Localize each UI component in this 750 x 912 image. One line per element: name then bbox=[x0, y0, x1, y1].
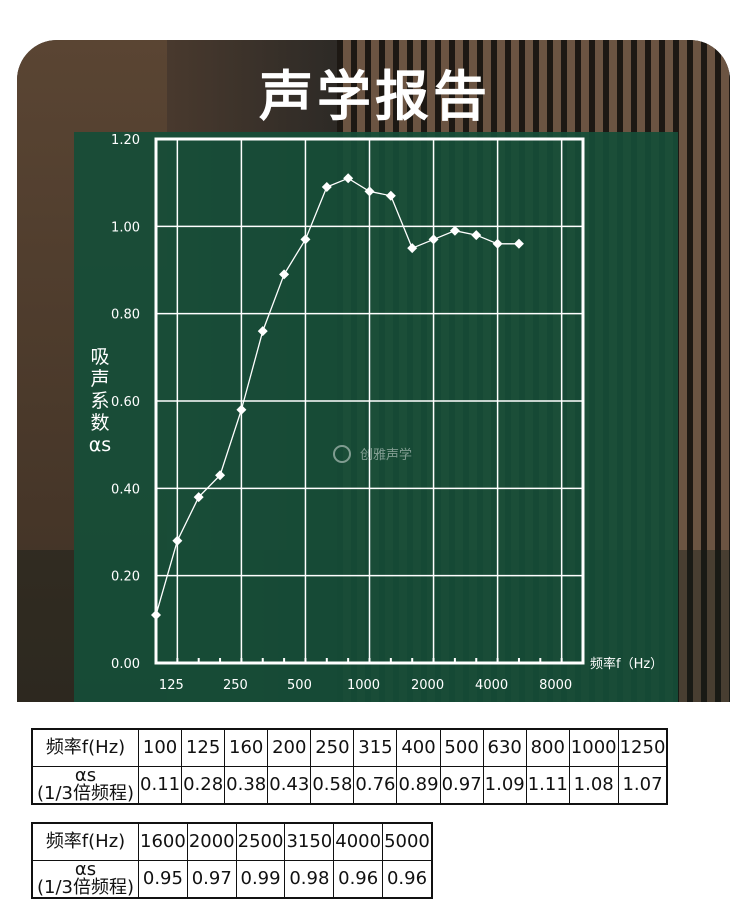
alpha-row: αs (1/3倍频程) 0.11 0.28 0.38 0.43 0.58 0.76 0.89 0.… bbox=[31, 765, 668, 805]
x-tick-label: 1000 bbox=[347, 678, 380, 693]
alpha-symbol: αs bbox=[74, 859, 97, 880]
alpha-cell: 0.58 bbox=[310, 766, 355, 805]
alpha-cell: 1.09 bbox=[482, 766, 527, 805]
freq-cell: 160 bbox=[224, 728, 269, 767]
freq-cell: 1600 bbox=[138, 822, 188, 861]
data-point bbox=[193, 492, 204, 503]
freq-cell: 1250 bbox=[617, 728, 668, 767]
alpha-cell: 1.08 bbox=[568, 766, 619, 805]
freq-cell: 4000 bbox=[333, 822, 384, 861]
x-tick-label: 125 bbox=[159, 678, 184, 693]
alpha-cell: 0.97 bbox=[186, 860, 237, 899]
watermark-logo-icon bbox=[333, 445, 351, 463]
freq-cell: 3150 bbox=[284, 822, 335, 861]
plot-frame bbox=[154, 137, 585, 665]
data-point bbox=[343, 173, 354, 184]
series-line bbox=[155, 177, 519, 616]
freq-cell: 200 bbox=[267, 728, 312, 767]
y-tick-label: 1.00 bbox=[111, 220, 140, 235]
data-point bbox=[364, 186, 375, 197]
freq-cell: 5000 bbox=[382, 822, 433, 861]
freq-cell: 315 bbox=[353, 728, 398, 767]
alpha-row: αs (1/3倍频程) 0.95 0.97 0.99 0.98 0.96 0.96 bbox=[31, 859, 433, 899]
x-tick-label: 250 bbox=[223, 678, 248, 693]
alpha-cell: 0.11 bbox=[138, 766, 183, 805]
alpha-cell: 0.98 bbox=[284, 860, 335, 899]
y-tick-label: 0.60 bbox=[111, 395, 140, 410]
alpha-band: (1/3倍频程) bbox=[37, 783, 135, 804]
data-point bbox=[151, 609, 161, 620]
freq-cell: 100 bbox=[138, 728, 183, 767]
freq-row: 频率f(Hz) 1600 2000 2500 3150 4000 5000 bbox=[31, 822, 433, 861]
data-point bbox=[257, 326, 268, 337]
alpha-cell: 0.38 bbox=[224, 766, 269, 805]
data-point bbox=[300, 234, 311, 245]
freq-cell: 2500 bbox=[235, 822, 286, 861]
data-table-1: 频率f(Hz) 100 125 160 200 250 315 400 500 630 800 100… bbox=[31, 728, 669, 805]
alpha-header: αs (1/3倍频程) bbox=[31, 859, 140, 899]
watermark: 创雅声学 bbox=[360, 447, 412, 463]
data-point bbox=[321, 182, 332, 193]
freq-cell: 250 bbox=[310, 728, 355, 767]
alpha-header: αs (1/3倍频程) bbox=[31, 765, 140, 805]
data-point bbox=[279, 269, 290, 280]
x-tick-label: 4000 bbox=[475, 678, 508, 693]
x-tick-label: 2000 bbox=[411, 678, 444, 693]
alpha-cell: 1.07 bbox=[617, 766, 668, 805]
freq-cell: 2000 bbox=[186, 822, 237, 861]
x-tick-label: 8000 bbox=[539, 678, 572, 693]
y-tick-label: 0.00 bbox=[111, 657, 140, 672]
data-table-2: 频率f(Hz) 1600 2000 2500 3150 4000 5000 αs (1/3倍频… bbox=[31, 822, 433, 899]
alpha-cell: 0.43 bbox=[267, 766, 312, 805]
freq-header: 频率f(Hz) bbox=[31, 822, 140, 861]
absorption-chart: 0.00 0.20 0.40 0.60 0.80 1.00 1.20 125 250 500 100… bbox=[0, 0, 750, 720]
x-tick-label: 500 bbox=[287, 678, 312, 693]
alpha-symbol: αs bbox=[74, 765, 97, 786]
data-point bbox=[215, 470, 226, 481]
y-tick-label: 0.20 bbox=[111, 570, 140, 585]
data-point bbox=[236, 404, 247, 415]
alpha-cell: 0.95 bbox=[138, 860, 188, 899]
freq-row: 频率f(Hz) 100 125 160 200 250 315 400 500 630 800 100… bbox=[31, 728, 668, 767]
alpha-cell: 0.96 bbox=[382, 860, 433, 899]
page-title: 声学报告 bbox=[259, 65, 491, 128]
freq-cell: 630 bbox=[482, 728, 527, 767]
alpha-cell: 0.96 bbox=[333, 860, 384, 899]
x-axis-label: 频率f（Hz） bbox=[590, 656, 663, 672]
freq-cell: 800 bbox=[525, 728, 570, 767]
data-point bbox=[428, 234, 439, 245]
data-point bbox=[492, 238, 503, 249]
freq-cell: 400 bbox=[396, 728, 441, 767]
y-tick-label: 0.40 bbox=[111, 482, 140, 497]
data-point bbox=[385, 190, 396, 201]
alpha-cell: 1.11 bbox=[525, 766, 570, 805]
data-point bbox=[407, 243, 418, 254]
freq-cell: 125 bbox=[181, 728, 226, 767]
y-axis-label: 吸声系数αs bbox=[88, 346, 112, 456]
alpha-cell: 0.99 bbox=[235, 860, 286, 899]
data-point bbox=[172, 535, 183, 546]
alpha-cell: 0.89 bbox=[396, 766, 441, 805]
y-tick-label: 1.20 bbox=[111, 133, 140, 148]
alpha-cell: 0.97 bbox=[439, 766, 484, 805]
data-point bbox=[513, 238, 524, 249]
freq-cell: 1000 bbox=[568, 728, 619, 767]
alpha-band: (1/3倍频程) bbox=[37, 877, 135, 898]
freq-header: 频率f(Hz) bbox=[31, 728, 140, 767]
data-point bbox=[471, 230, 482, 241]
data-point bbox=[449, 225, 460, 236]
alpha-cell: 0.28 bbox=[181, 766, 226, 805]
freq-cell: 500 bbox=[439, 728, 484, 767]
y-tick-label: 0.80 bbox=[111, 308, 140, 323]
alpha-cell: 0.76 bbox=[353, 766, 398, 805]
